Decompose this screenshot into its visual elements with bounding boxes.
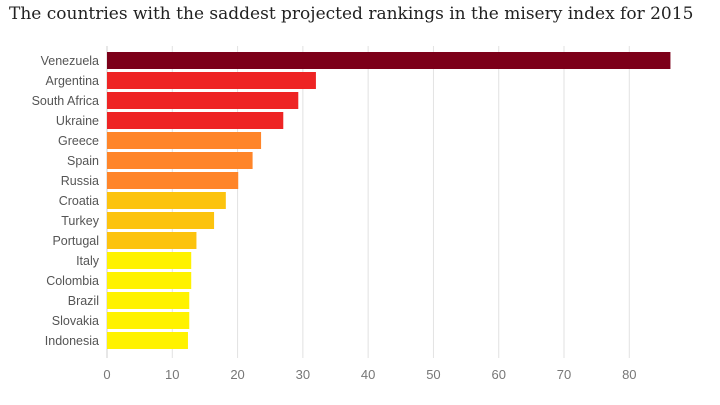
category-label: Slovakia bbox=[52, 314, 99, 328]
category-label: Indonesia bbox=[45, 334, 99, 348]
bar-portugal bbox=[107, 232, 197, 249]
bar-indonesia bbox=[107, 332, 188, 349]
category-label: Croatia bbox=[59, 194, 99, 208]
bar-croatia bbox=[107, 192, 226, 209]
category-label: Argentina bbox=[45, 74, 99, 88]
category-label: Russia bbox=[61, 174, 99, 188]
bar-brazil bbox=[107, 292, 190, 309]
x-tick-label: 50 bbox=[426, 367, 440, 382]
bar-colombia bbox=[107, 272, 192, 289]
x-tick-label: 30 bbox=[296, 367, 310, 382]
bar-slovakia bbox=[107, 312, 190, 329]
category-label: Spain bbox=[67, 154, 99, 168]
category-label: Venezuela bbox=[41, 54, 99, 68]
category-label: Italy bbox=[76, 254, 100, 268]
bar-ukraine bbox=[107, 112, 284, 129]
x-tick-label: 70 bbox=[557, 367, 571, 382]
category-label: South Africa bbox=[32, 94, 99, 108]
chart-title: The countries with the saddest projected… bbox=[9, 4, 694, 24]
x-tick-label: 80 bbox=[622, 367, 636, 382]
category-label: Ukraine bbox=[56, 114, 99, 128]
category-label: Brazil bbox=[68, 294, 99, 308]
category-labels: Venezuela Argentina South Africa Ukraine Gre… bbox=[32, 54, 100, 348]
x-tick-label: 10 bbox=[165, 367, 179, 382]
x-tick-label: 60 bbox=[491, 367, 505, 382]
x-tick-label: 0 bbox=[103, 367, 110, 382]
bar-greece bbox=[107, 132, 262, 149]
x-tick-label: 20 bbox=[230, 367, 244, 382]
tick-labels: 0 10 20 30 40 50 60 70 80 bbox=[103, 367, 636, 382]
bar-south-africa bbox=[107, 92, 299, 109]
category-label: Turkey bbox=[61, 214, 99, 228]
bar-turkey bbox=[107, 212, 215, 229]
bar-russia bbox=[107, 172, 239, 189]
bar-argentina bbox=[107, 72, 316, 89]
bars bbox=[107, 52, 671, 349]
bar-italy bbox=[107, 252, 192, 269]
x-tick-label: 40 bbox=[361, 367, 375, 382]
bar-venezuela bbox=[107, 52, 671, 69]
bar-spain bbox=[107, 152, 253, 169]
category-label: Colombia bbox=[46, 274, 99, 288]
category-label: Portugal bbox=[52, 234, 99, 248]
category-label: Greece bbox=[58, 134, 99, 148]
